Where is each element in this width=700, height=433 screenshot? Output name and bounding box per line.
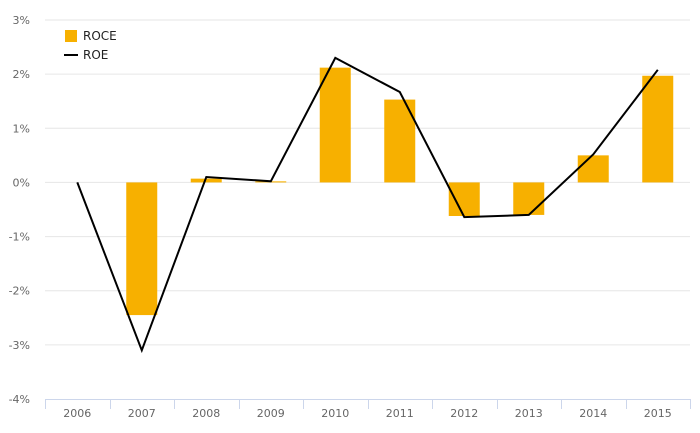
legend-swatch-roce[interactable] [65, 30, 77, 42]
roce-bar-2013[interactable] [513, 182, 545, 215]
y-tick-label: 1% [13, 122, 30, 135]
roe-point-2006[interactable] [74, 179, 80, 185]
x-tick-label: 2013 [515, 407, 543, 420]
legend: ROCE ROE [64, 29, 117, 62]
roce-bar-2007[interactable] [126, 182, 158, 316]
roce-bars [126, 67, 674, 316]
x-tick-label: 2011 [386, 407, 414, 420]
roe-point-2014[interactable] [590, 151, 596, 157]
x-tick-label: 2012 [450, 407, 478, 420]
y-tick-label: -3% [9, 339, 30, 352]
y-tick-label: -4% [9, 393, 30, 406]
y-tick-label: 2% [13, 68, 30, 81]
roe-point-2009[interactable] [268, 178, 274, 184]
x-tick-label: 2014 [579, 407, 607, 420]
roe-point-2008[interactable] [203, 174, 209, 180]
y-tick-label: -2% [9, 285, 30, 298]
x-axis [45, 399, 691, 409]
roe-line-series [74, 55, 661, 354]
roe-point-2010[interactable] [332, 55, 338, 61]
x-axis-tick-labels: 2006 2007 2008 2009 2010 2011 2012 2013 2014 2015 [63, 407, 672, 420]
y-tick-label: 0% [13, 176, 30, 189]
roe-point-2011[interactable] [397, 89, 403, 95]
roe-point-2015[interactable] [655, 67, 661, 73]
x-tick-label: 2008 [192, 407, 220, 420]
roce-bar-2015[interactable] [642, 75, 674, 183]
roce-bar-2008[interactable] [190, 178, 222, 183]
roe-line[interactable] [76, 56, 659, 354]
y-tick-label: 3% [13, 14, 30, 27]
roe-point-2012[interactable] [461, 214, 467, 220]
x-tick-label: 2007 [128, 407, 156, 420]
y-tick-label: -1% [9, 231, 30, 244]
roce-bar-2010[interactable] [319, 67, 351, 183]
y-axis-tick-labels: 3% 2% 1% 0% -1% -2% -3% -4% [9, 14, 30, 406]
roe-point-2007[interactable] [139, 347, 145, 353]
x-tick-label: 2015 [644, 407, 672, 420]
roce-bar-2014[interactable] [577, 155, 609, 183]
legend-label-roce[interactable]: ROCE [83, 29, 117, 43]
roe-point-2013[interactable] [526, 212, 532, 218]
legend-label-roe[interactable]: ROE [83, 48, 108, 62]
x-tick-label: 2006 [63, 407, 91, 420]
x-tick-label: 2009 [257, 407, 285, 420]
x-tick-label: 2010 [321, 407, 349, 420]
roce-bar-2012[interactable] [448, 182, 480, 216]
